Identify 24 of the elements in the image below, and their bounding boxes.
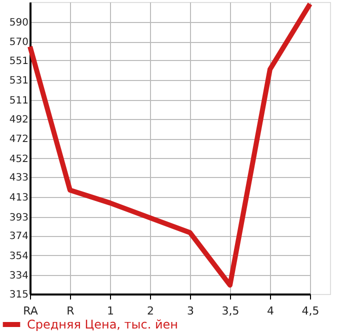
y-tick-label: 472 [9, 134, 28, 146]
y-tick-label: 570 [9, 37, 28, 48]
y-tick-label: 354 [9, 250, 28, 262]
y-tick-label: 492 [9, 114, 28, 126]
x-tick-label: 4,5 [302, 304, 320, 318]
y-tick-label: 452 [9, 154, 28, 165]
y-tick-label: 551 [9, 56, 28, 67]
y-tick-label: 433 [9, 172, 28, 184]
y-tick-label: 334 [9, 270, 28, 282]
y-tick-label: 413 [9, 192, 28, 204]
y-tick-label: 511 [9, 95, 28, 106]
x-tick-label: 3 [187, 304, 194, 318]
y-tick-label: 531 [9, 76, 28, 87]
x-tick-label: RA [23, 304, 38, 318]
x-tick-label: 3,5 [222, 304, 240, 318]
x-tick-label: 2 [147, 304, 154, 318]
y-tick-label: 590 [9, 17, 28, 28]
x-tick-label: 4 [267, 304, 274, 318]
y-tick-label: 315 [9, 290, 28, 300]
y-tick-label: 393 [9, 212, 28, 224]
x-tick-label: R [66, 304, 75, 318]
x-tick-label: 1 [107, 304, 114, 318]
legend-label: Средняя Цена, тыс. йен [27, 318, 178, 332]
y-tick-label: 374 [9, 231, 28, 242]
